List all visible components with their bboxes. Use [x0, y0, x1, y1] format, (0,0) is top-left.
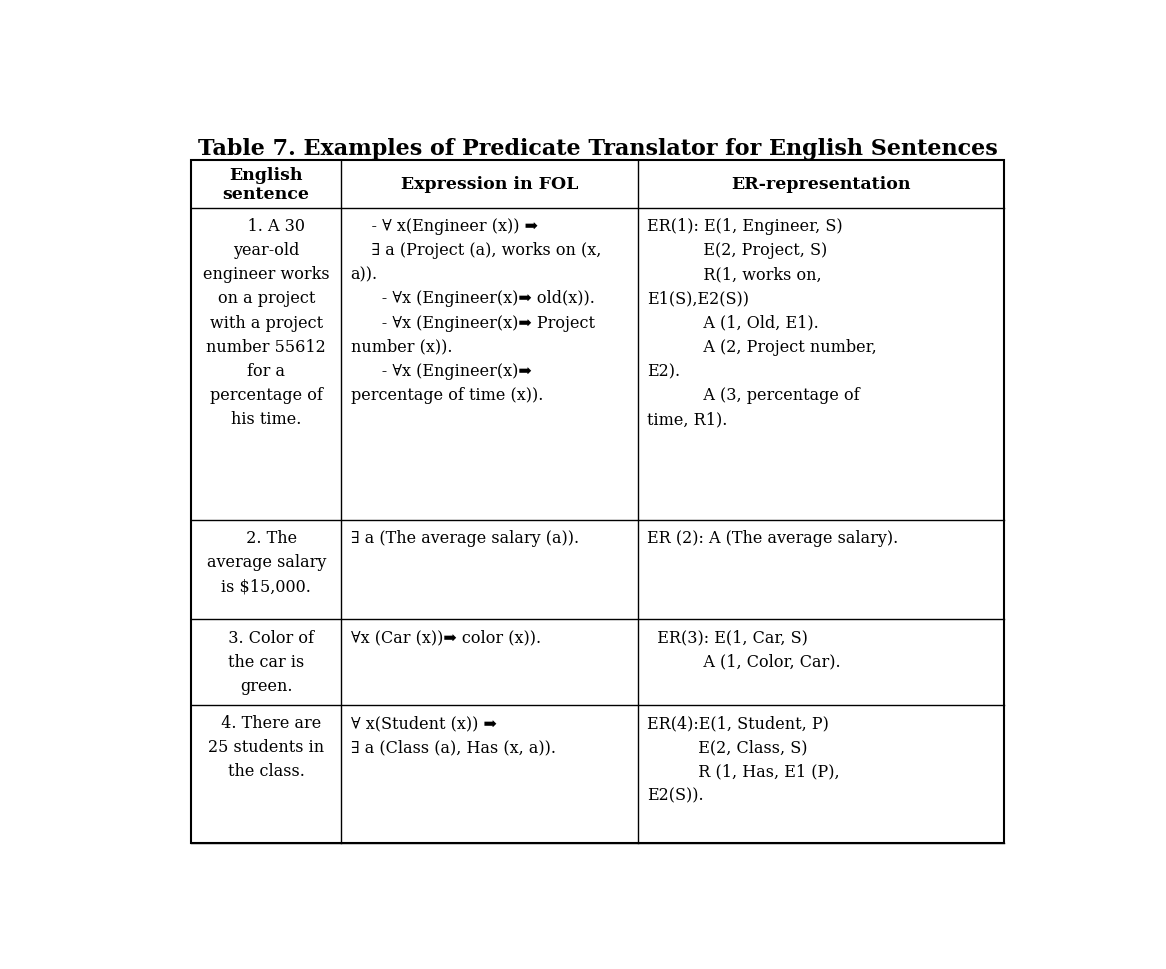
Text: 4. There are
25 students in
the class.: 4. There are 25 students in the class.: [209, 714, 324, 780]
Text: 3. Color of
the car is
green.: 3. Color of the car is green.: [218, 629, 314, 694]
Text: Expression in FOL: Expression in FOL: [401, 176, 578, 193]
Text: - ∀ x(Engineer (x)) ➡
    ∃ a (Project (a), works on (x,
a)).
      - ∀x (Engine: - ∀ x(Engineer (x)) ➡ ∃ a (Project (a), …: [351, 218, 600, 404]
Text: ∃ a (The average salary (a)).: ∃ a (The average salary (a)).: [351, 529, 578, 547]
Text: ER(3): E(1, Car, S)
           A (1, Color, Car).: ER(3): E(1, Car, S) A (1, Color, Car).: [647, 629, 841, 671]
Text: 2. The
average salary
is $15,000.: 2. The average salary is $15,000.: [206, 529, 326, 595]
Text: ER (2): A (The average salary).: ER (2): A (The average salary).: [647, 529, 899, 547]
Text: English
sentence: English sentence: [223, 167, 310, 203]
Text: Table 7. Examples of Predicate Translator for English Sentences: Table 7. Examples of Predicate Translato…: [198, 138, 997, 160]
Text: 1. A 30
year-old
engineer works
on a project
with a project
number 55612
for a
p: 1. A 30 year-old engineer works on a pro…: [203, 218, 330, 427]
Text: ER-representation: ER-representation: [731, 176, 911, 193]
Text: ∀ x(Student (x)) ➡
∃ a (Class (a), Has (x, a)).: ∀ x(Student (x)) ➡ ∃ a (Class (a), Has (…: [351, 714, 556, 756]
Text: ER(1): E(1, Engineer, S)
           E(2, Project, S)
           R(1, works on,
E: ER(1): E(1, Engineer, S) E(2, Project, S…: [647, 218, 877, 427]
Text: ∀x (Car (x))➡ color (x)).: ∀x (Car (x))➡ color (x)).: [351, 629, 541, 646]
Text: ER(4):E(1, Student, P)
          E(2, Class, S)
          R (1, Has, E1 (P),
E2(: ER(4):E(1, Student, P) E(2, Class, S) R …: [647, 714, 840, 804]
